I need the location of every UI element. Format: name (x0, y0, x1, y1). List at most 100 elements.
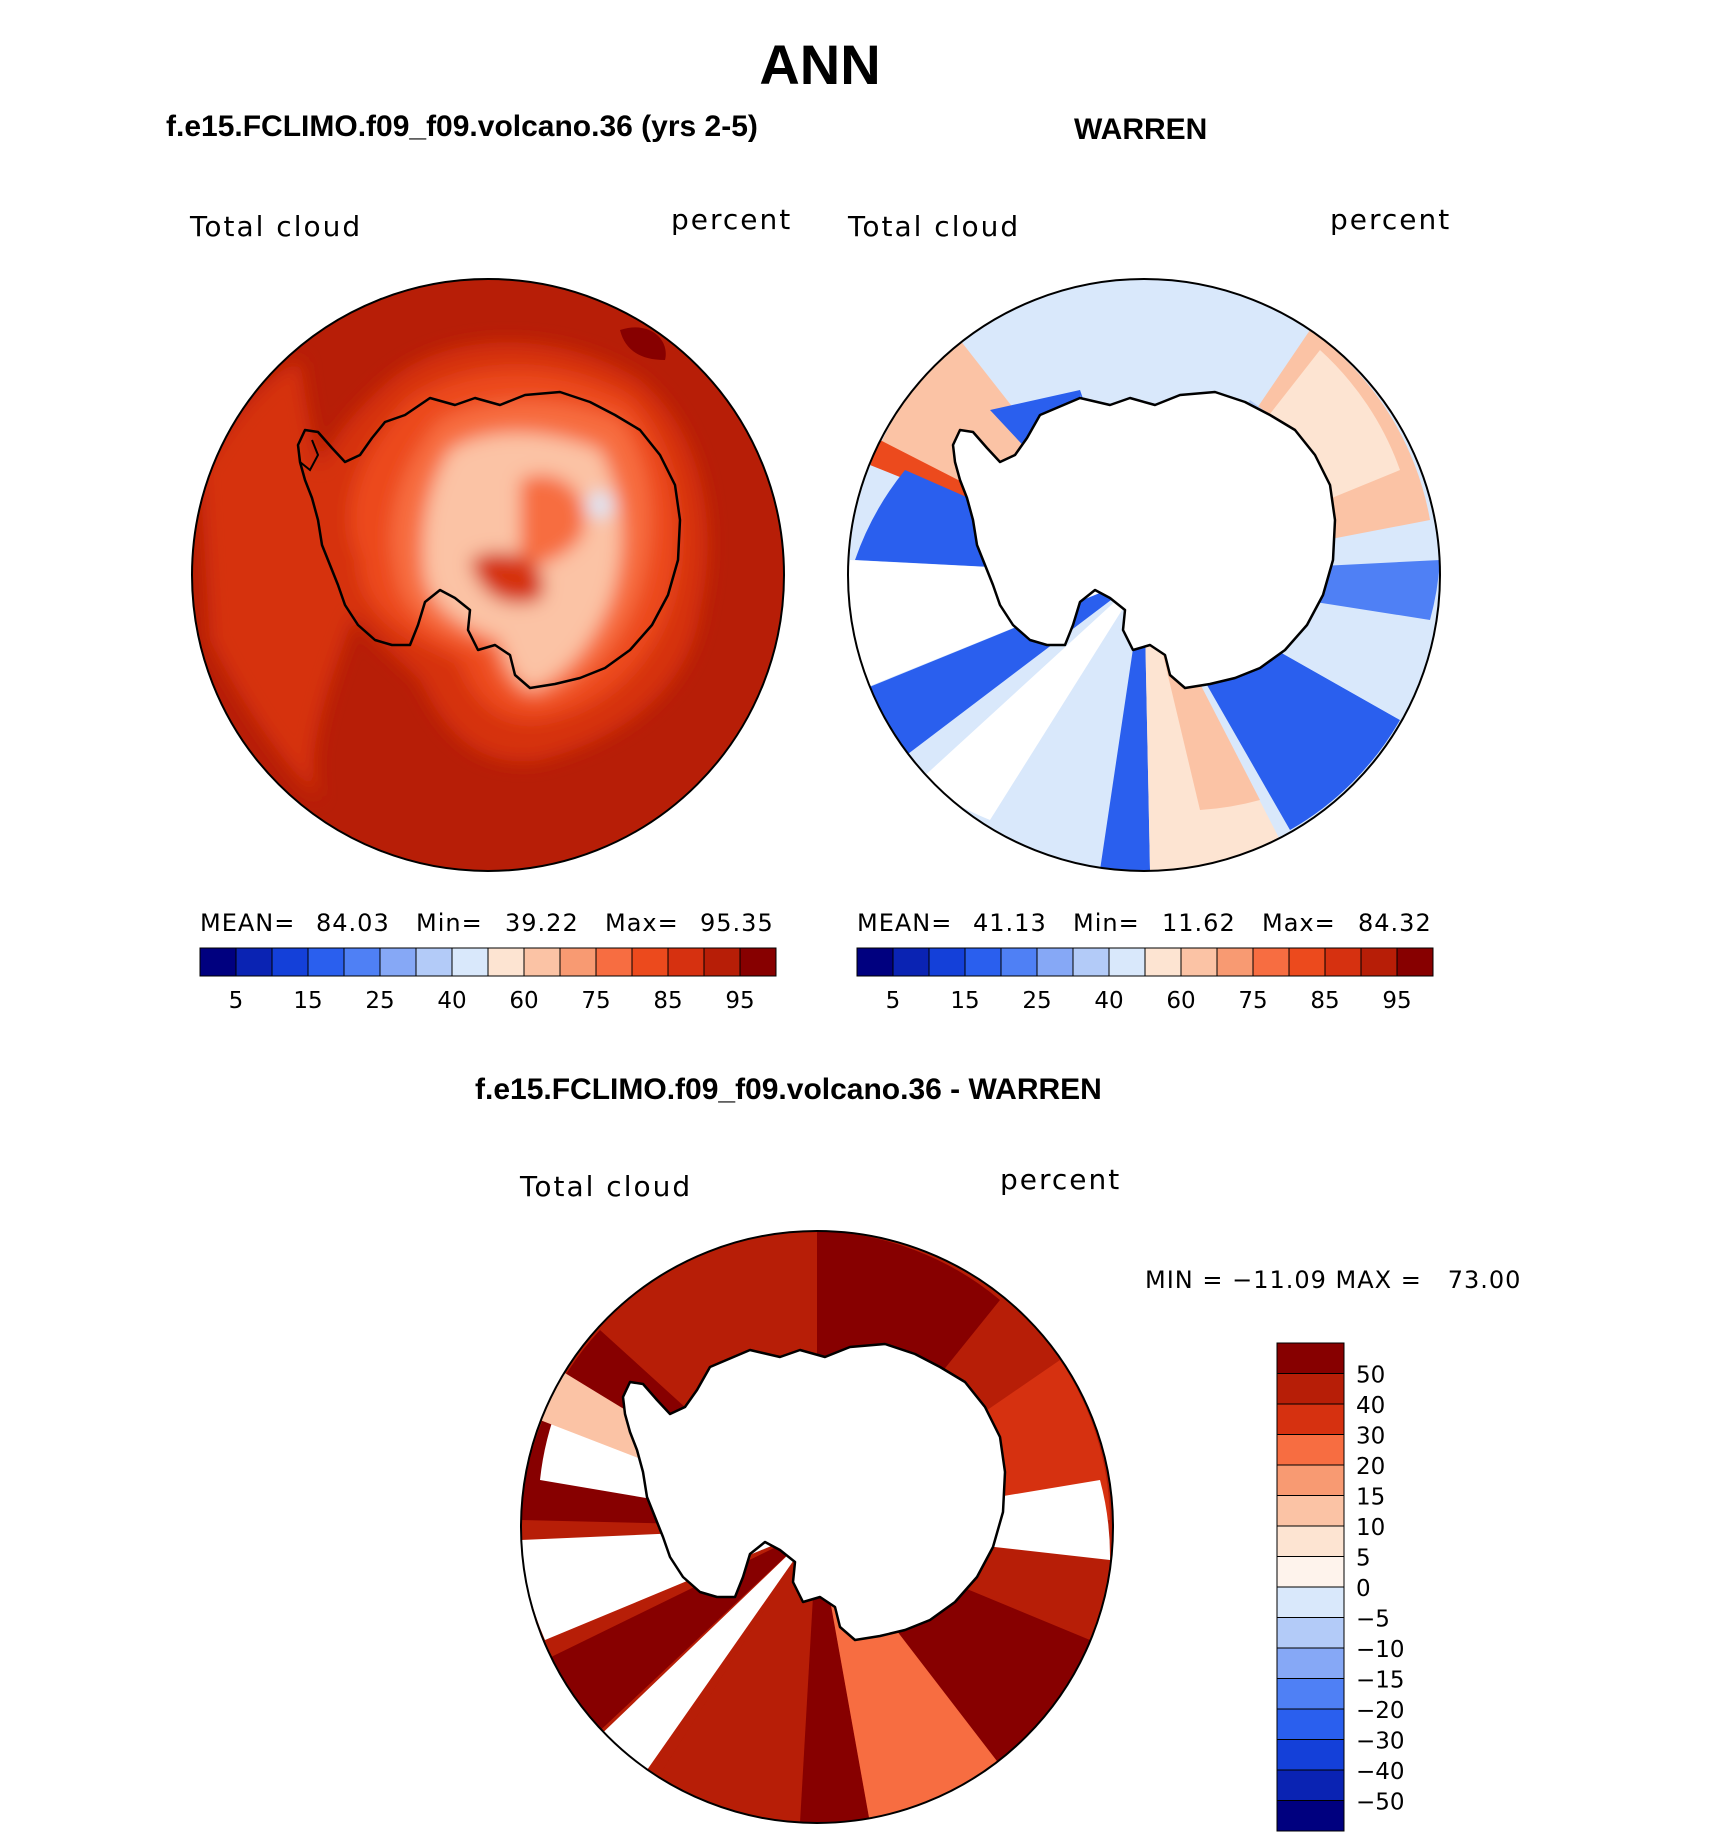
panel3-colorbar-swatch (1276, 1403, 1345, 1435)
panel2-colorbar-swatch (856, 947, 894, 977)
panel1-map (191, 278, 785, 872)
panel1-min-label: Min= (416, 909, 483, 937)
panel2-colorbar-tick-label: 40 (1094, 988, 1123, 1014)
panel3-colorbar-swatch (1276, 1800, 1345, 1832)
panel2-colorbar-swatch (1180, 947, 1218, 977)
panel1-colorbar-swatch (343, 947, 381, 977)
panel2-max-value: 84.32 (1358, 909, 1432, 937)
panel2-min-label: Min= (1073, 909, 1140, 937)
panel1-units-label: percent (671, 203, 793, 236)
panel3-units-label: percent (1000, 1163, 1122, 1196)
panel1-colorbar-swatch (451, 947, 489, 977)
panel3-colorbar-swatch (1276, 1739, 1345, 1771)
panel2-colorbar-swatch (892, 947, 930, 977)
panel3-colorbar-tick-label: −5 (1356, 1607, 1390, 1633)
panel2-colorbar-tick-label: 95 (1382, 988, 1411, 1014)
panel2-max-label: Max= (1262, 909, 1336, 937)
panel2-colorbar-swatch (1108, 947, 1146, 977)
panel3-colorbar-swatch (1276, 1556, 1345, 1588)
panel2-colorbar-swatch (1000, 947, 1038, 977)
panel2-colorbar-swatch (1144, 947, 1182, 977)
panel2-colorbar-tick-label: 15 (950, 988, 979, 1014)
panel3-map (520, 1230, 1114, 1824)
panel3-colorbar-tick-label: −20 (1356, 1698, 1405, 1724)
panel1-max-value: 95.35 (700, 909, 774, 937)
panel3-colorbar-swatch (1276, 1495, 1345, 1527)
panel2-colorbar-tick-label: 60 (1166, 988, 1195, 1014)
panel2-min-value: 11.62 (1162, 909, 1236, 937)
panel3-colorbar-tick-label: −30 (1356, 1729, 1405, 1755)
panel3-colorbar-swatch (1276, 1647, 1345, 1679)
panel1-mean-label: MEAN= (200, 909, 296, 937)
panel2-map (847, 278, 1441, 872)
panel1-colorbar-swatch (235, 947, 273, 977)
panel1-colorbar-swatch (487, 947, 525, 977)
panel1-colorbar-tick-label: 5 (229, 988, 244, 1014)
panel3-colorbar-swatch (1276, 1708, 1345, 1740)
panel3-colorbar-tick-label: 0 (1356, 1576, 1371, 1602)
panel3-colorbar-tick-label: 30 (1356, 1424, 1385, 1450)
panel1-colorbar-swatch (739, 947, 777, 977)
panel1-colorbar-swatch (307, 947, 345, 977)
panel2-colorbar-swatch (1324, 947, 1362, 977)
panel1-mean-value: 84.03 (316, 909, 390, 937)
top-left-title: f.e15.FCLIMO.f09_f09.volcano.36 (yrs 2-5… (166, 110, 758, 143)
top-right-title: WARREN (1074, 113, 1208, 146)
panel3-colorbar-swatch (1276, 1342, 1345, 1374)
panel1-colorbar-swatch (271, 947, 309, 977)
panel2-colorbar-swatch (1252, 947, 1290, 977)
panel3-colorbar-tick-label: −40 (1356, 1759, 1405, 1785)
panel3-colorbar-tick-label: −15 (1356, 1668, 1405, 1694)
panel3-colorbar-swatch (1276, 1617, 1345, 1649)
panel2-colorbar-swatch (964, 947, 1002, 977)
panel2-colorbar-tick-label: 25 (1022, 988, 1051, 1014)
panel3-colorbar-tick-label: 20 (1356, 1454, 1385, 1480)
panel1-colorbar-swatch (631, 947, 669, 977)
panel2-colorbar-swatch (1216, 947, 1254, 977)
panel2-colorbar-swatch (1072, 947, 1110, 977)
panel1-min-value: 39.22 (505, 909, 579, 937)
panel2-colorbar-swatch (1036, 947, 1074, 977)
panel3-colorbar-tick-label: 40 (1356, 1393, 1385, 1419)
panel1-colorbar-swatch (415, 947, 453, 977)
panel3-colorbar-swatch (1276, 1525, 1345, 1557)
panel1-colorbar-swatch (559, 947, 597, 977)
panel1-colorbar-tick-label: 40 (437, 988, 466, 1014)
panel3-colorbar-tick-label: 15 (1356, 1485, 1385, 1511)
panel3-colorbar-swatch (1276, 1586, 1345, 1618)
panel1-colorbar-swatch (379, 947, 417, 977)
panel1-colorbar-tick-label: 15 (293, 988, 322, 1014)
panel1-variable-label: Total cloud (190, 210, 363, 243)
panel2-colorbar-swatch (1288, 947, 1326, 977)
panel3-colorbar-swatch (1276, 1434, 1345, 1466)
panel3-colorbar-swatch (1276, 1464, 1345, 1496)
panel2-colorbar-swatch (1360, 947, 1398, 977)
panel3-minmax-line: MIN = −11.09 MAX = 73.00 (1145, 1266, 1522, 1294)
panel1-colorbar-swatch (199, 947, 237, 977)
panel2-colorbar-tick-label: 5 (886, 988, 901, 1014)
panel3-colorbar-tick-label: 10 (1356, 1515, 1385, 1541)
panel3-variable-label: Total cloud (520, 1170, 693, 1203)
panel1-colorbar-tick-label: 25 (365, 988, 394, 1014)
panel1-colorbar-swatch (523, 947, 561, 977)
panel1-colorbar-tick-label: 75 (581, 988, 610, 1014)
panel2-colorbar-tick-label: 85 (1310, 988, 1339, 1014)
bottom-title: f.e15.FCLIMO.f09_f09.volcano.36 - WARREN (475, 1073, 1102, 1106)
panel2-colorbar-swatch (928, 947, 966, 977)
panel3-colorbar-swatch (1276, 1769, 1345, 1801)
panel3-colorbar-tick-label: 5 (1356, 1546, 1371, 1572)
panel2-colorbar-swatch (1396, 947, 1434, 977)
main-title: ANN (759, 33, 881, 96)
panel1-colorbar-swatch (703, 947, 741, 977)
panel1-colorbar-swatch (595, 947, 633, 977)
panel1-colorbar-swatch (667, 947, 705, 977)
panel2-variable-label: Total cloud (848, 210, 1021, 243)
panel1-colorbar-tick-label: 60 (509, 988, 538, 1014)
panel1-colorbar-tick-label: 85 (653, 988, 682, 1014)
panel3-colorbar-swatch (1276, 1678, 1345, 1710)
panel1-colorbar-tick-label: 95 (725, 988, 754, 1014)
panel1-max-label: Max= (605, 909, 679, 937)
panel2-units-label: percent (1330, 203, 1452, 236)
panel3-colorbar-tick-label: −50 (1356, 1790, 1405, 1816)
